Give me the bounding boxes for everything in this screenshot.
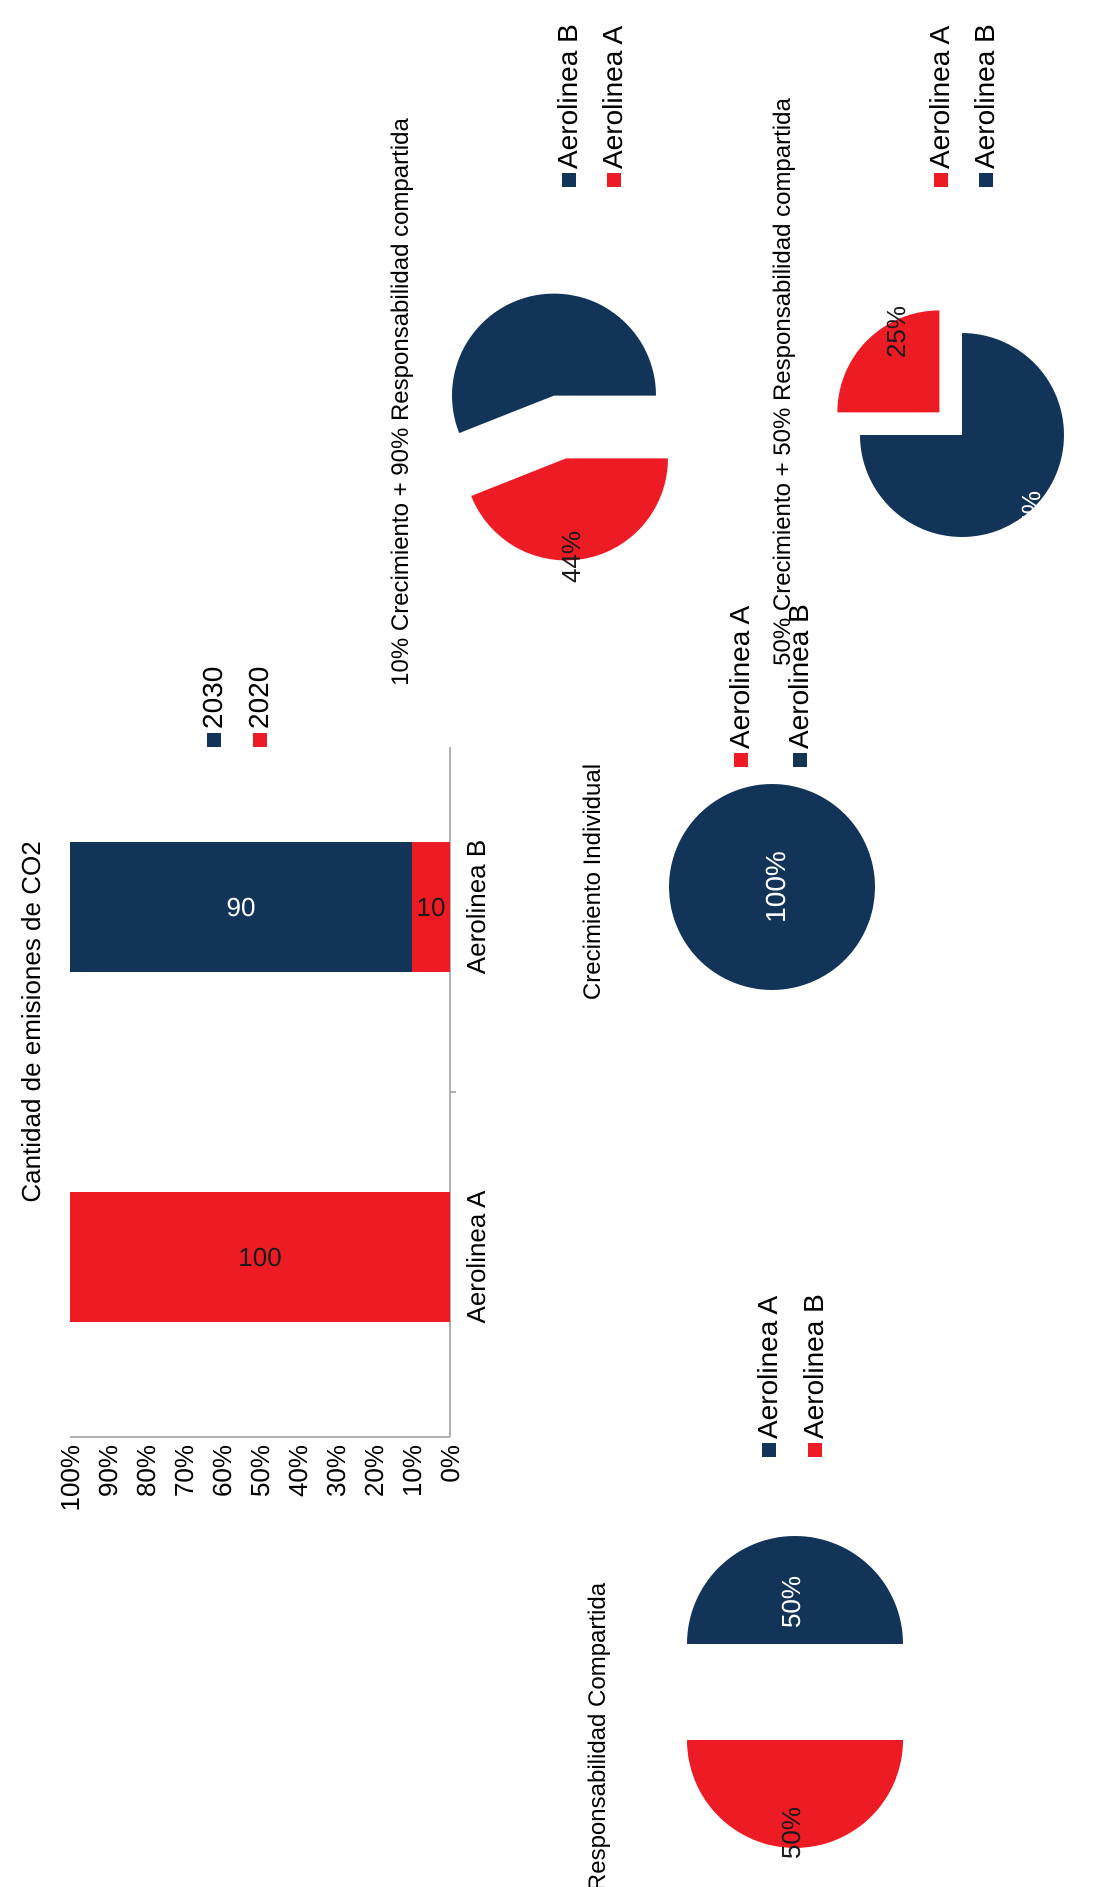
legend-swatch-2020	[253, 733, 267, 747]
bar-data-label: 10	[417, 892, 446, 922]
legend-label-2030: 2030	[197, 667, 228, 729]
bar-chart: Cantidad de emisiones de CO2 0% 10% 20% 30%…	[16, 667, 491, 1512]
pie1-legend-swatch-b	[808, 1443, 822, 1457]
pie1-legend: Aerolinea A Aerolinea B	[752, 1294, 829, 1457]
pie1-legend-label-a: Aerolinea A	[752, 1295, 783, 1439]
pie4-legend-swatch-a	[934, 173, 948, 187]
pie1-title: Responsabilidad Compartida	[584, 1582, 611, 1887]
bar-data-labels: 100 10 90	[227, 892, 446, 1272]
bar-legend: 2030 2020	[197, 667, 274, 747]
pie4-legend-swatch-b	[979, 173, 993, 187]
y-tick-label: 30%	[321, 1445, 351, 1497]
pie4-title: 50% Crecimiento + 50% Responsabilidad co…	[769, 98, 796, 666]
bar-data-label: 90	[227, 892, 256, 922]
pie-crecimiento-individual: Crecimiento Individual 100% Aerolinea A …	[579, 604, 875, 1000]
y-tick-label: 100%	[55, 1445, 85, 1512]
pie-10-crecimiento-90-responsabilidad: 10% Crecimiento + 90% Responsabilidad co…	[387, 24, 668, 686]
pie4-label-navy: 75%	[1016, 491, 1046, 543]
y-tick-label: 70%	[169, 1445, 199, 1497]
legend-label-2020: 2020	[243, 667, 274, 729]
pie2-legend-swatch-b	[793, 753, 807, 767]
y-tick-labels: 0% 10% 20% 30% 40% 50% 60% 70% 80% 90% 100%	[55, 1445, 465, 1512]
pie2-legend: Aerolinea A Aerolinea B	[724, 604, 814, 767]
pie3-label-navy: 56%	[606, 251, 636, 303]
pie1-label-red: 50%	[776, 1807, 806, 1859]
pie4-slice-navy	[860, 333, 1064, 537]
pie3-legend-label-a: Aerolinea A	[597, 25, 628, 169]
pie3-slice-navy	[452, 293, 657, 434]
y-tick-label: 50%	[245, 1445, 275, 1497]
bar-2020-0	[70, 1192, 450, 1322]
pie4-legend-label-a: Aerolinea A	[924, 25, 955, 169]
pie2-legend-swatch-a	[734, 753, 748, 767]
bar-data-label: 100	[238, 1242, 281, 1272]
y-tick-label: 10%	[397, 1445, 427, 1497]
y-tick-label: 90%	[93, 1445, 123, 1497]
pie-responsabilidad-compartida: Responsabilidad Compartida 50% 50% Aerol…	[584, 1294, 903, 1887]
pie2-title: Crecimiento Individual	[579, 764, 606, 1000]
pie3-title: 10% Crecimiento + 90% Responsabilidad co…	[387, 118, 414, 686]
pie2-legend-label-a: Aerolinea A	[724, 605, 755, 749]
y-tick-label: 0%	[435, 1445, 465, 1483]
bar-chart-title: Cantidad de emisiones de CO2	[16, 841, 46, 1202]
pie3-legend-swatch-b	[562, 173, 576, 187]
pie3-legend-label-b: Aerolinea B	[552, 24, 583, 169]
y-tick-label: 20%	[359, 1445, 389, 1497]
pie2-label-navy: 100%	[760, 851, 791, 923]
pie2-legend-label-b: Aerolinea B	[783, 604, 814, 749]
y-tick-label: 60%	[207, 1445, 237, 1497]
x-tick-label-aerolinea-a: Aerolinea A	[461, 1190, 491, 1324]
pie4-slice-red	[837, 310, 940, 413]
pie4-legend-label-b: Aerolinea B	[969, 24, 1000, 169]
pie-50-crecimiento-50-responsabilidad: 50% Crecimiento + 50% Responsabilidad co…	[769, 24, 1064, 666]
pie3-slice-red	[471, 458, 668, 561]
bar-2020-1	[412, 842, 450, 972]
pie1-slice-navy	[687, 1536, 903, 1644]
y-tick-label: 80%	[131, 1445, 161, 1497]
bar-2030-1	[70, 842, 412, 972]
pie1-legend-swatch-a	[762, 1443, 776, 1457]
pie1-legend-label-b: Aerolinea B	[798, 1294, 829, 1439]
pie1-label-navy: 50%	[776, 1576, 806, 1628]
pie3-label-red: 44%	[556, 531, 586, 583]
pie2-slice-navy-full	[669, 784, 875, 990]
pie1-slice-red	[687, 1740, 903, 1848]
pie3-legend-swatch-a	[607, 173, 621, 187]
legend-swatch-2030	[207, 733, 221, 747]
y-tick-label: 40%	[283, 1445, 313, 1497]
bars	[70, 842, 450, 1322]
pie4-label-red: 25%	[881, 306, 911, 358]
pie4-legend: Aerolinea A Aerolinea B	[924, 24, 1000, 187]
x-tick-label-aerolinea-b: Aerolinea B	[461, 840, 491, 974]
pie3-legend: Aerolinea B Aerolinea A	[552, 24, 628, 187]
